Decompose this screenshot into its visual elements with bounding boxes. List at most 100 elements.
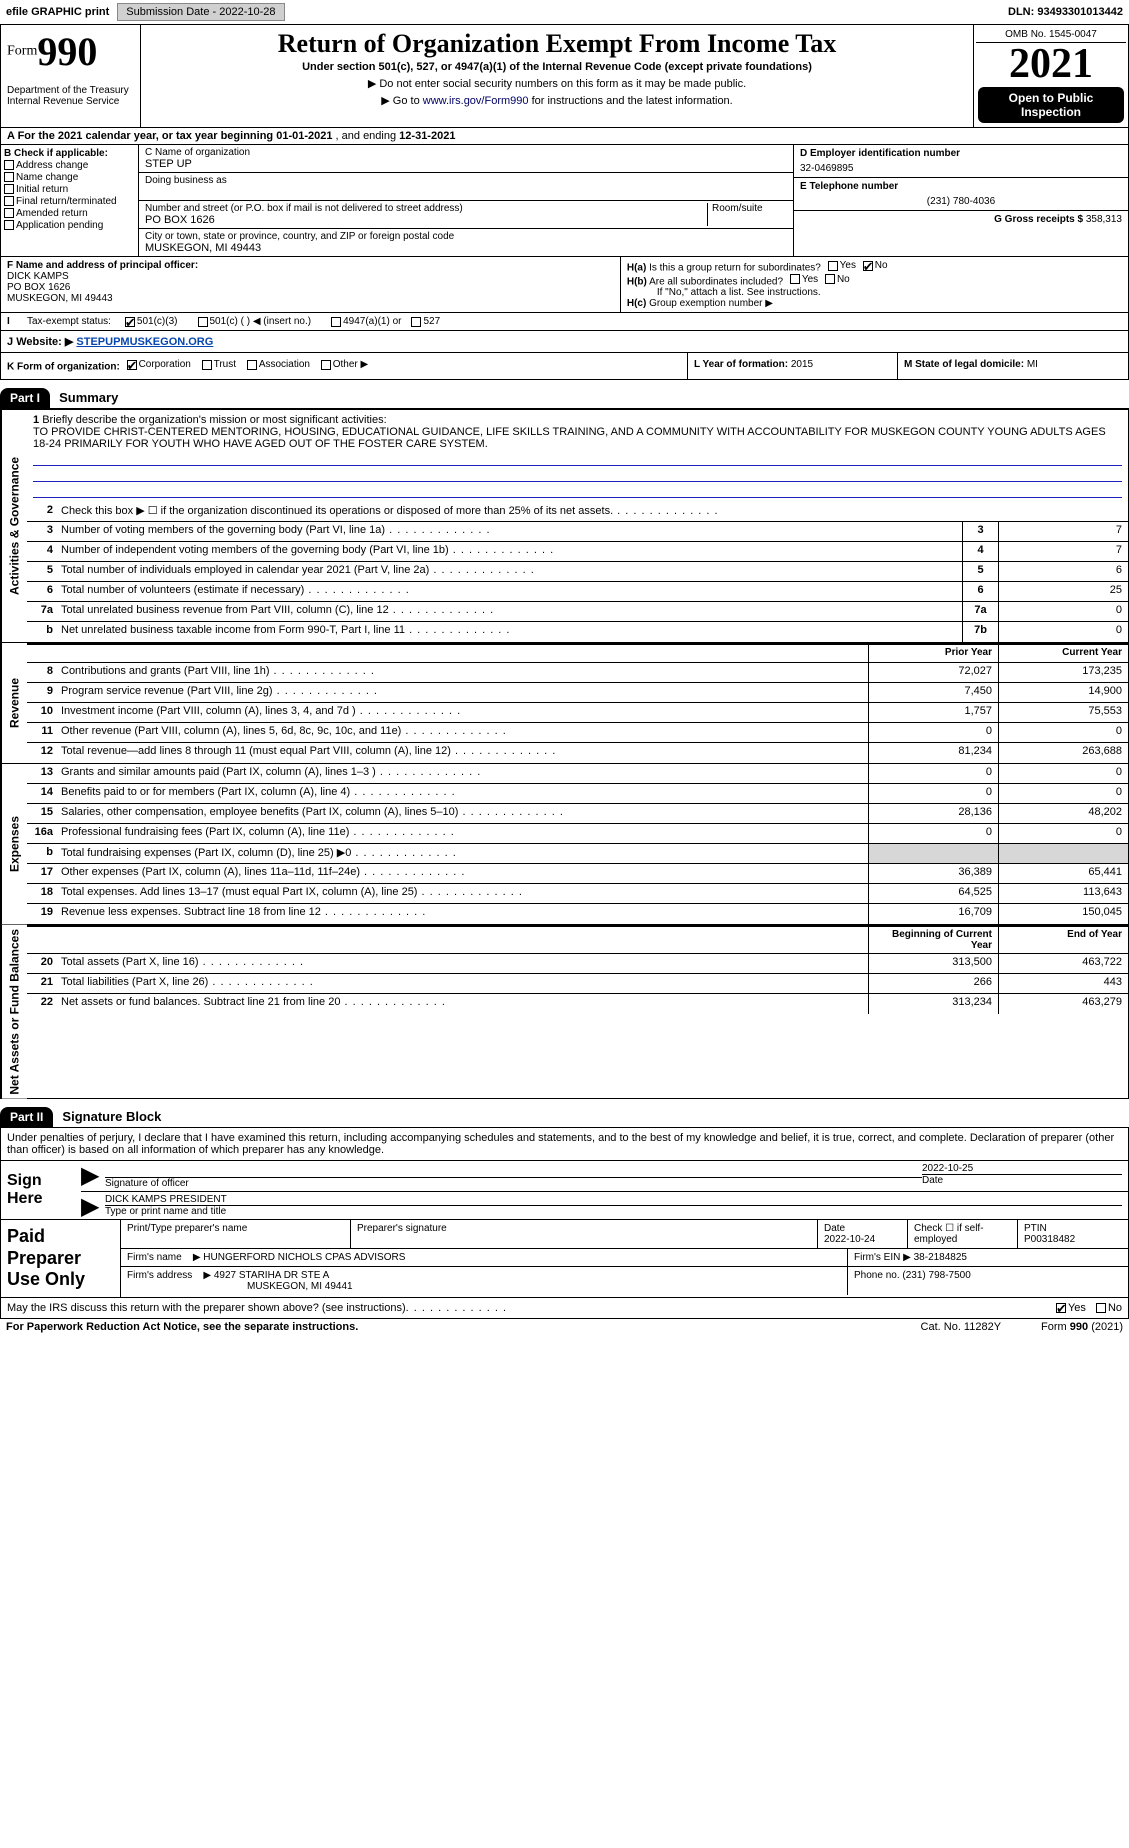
cb-final-return[interactable]: Final return/terminated: [4, 196, 135, 207]
box-i-label: I: [7, 316, 27, 327]
prior-val: 7,450: [868, 683, 998, 702]
side-label-net: Net Assets or Fund Balances: [1, 925, 27, 1099]
line-desc: Total assets (Part X, line 16): [57, 954, 868, 973]
cb-other[interactable]: Other ▶: [321, 359, 368, 370]
hb-no[interactable]: No: [825, 274, 850, 285]
address-cell: Number and street (or P.O. box if mail i…: [139, 201, 793, 229]
phone-label: E Telephone number: [800, 181, 1122, 192]
discuss-no[interactable]: No: [1096, 1302, 1122, 1314]
hb-label: H(b): [627, 276, 647, 287]
cb-amended[interactable]: Amended return: [4, 208, 135, 219]
website-link[interactable]: STEPUPMUSKEGON.ORG: [76, 336, 213, 348]
part1-header-line: Part I Summary: [0, 380, 1129, 409]
signature-officer-cell: ▶ Signature of officer 2022-10-25 Date: [81, 1161, 1128, 1192]
hb-yes[interactable]: Yes: [790, 274, 818, 285]
line-num: 13: [27, 764, 57, 783]
gov-row: 5 Total number of individuals employed i…: [27, 562, 1128, 582]
officer-addr2: MUSKEGON, MI 49443: [7, 293, 614, 304]
line-val: 7: [998, 542, 1128, 561]
discuss-yes[interactable]: Yes: [1056, 1302, 1086, 1314]
l-value: 2015: [791, 359, 813, 370]
col-current-year: Current Year: [998, 645, 1128, 662]
cb-527[interactable]: 527: [411, 316, 440, 327]
line-desc: Investment income (Part VIII, column (A)…: [57, 703, 868, 722]
line1-num: 1: [33, 414, 39, 426]
current-val: 263,688: [998, 743, 1128, 763]
cb-corporation[interactable]: Corporation: [127, 359, 191, 370]
preparer-sig-label: Preparer's signature: [357, 1223, 811, 1234]
line-desc: Number of voting members of the governin…: [57, 522, 962, 541]
period-begin: 01-01-2021: [276, 130, 332, 142]
line-desc: Total number of individuals employed in …: [57, 562, 962, 581]
header-col-title: Return of Organization Exempt From Incom…: [141, 25, 973, 127]
line-num: 9: [27, 683, 57, 702]
gov-row: 3 Number of voting members of the govern…: [27, 522, 1128, 542]
line-num: 15: [27, 804, 57, 823]
ha-no[interactable]: No: [863, 260, 888, 271]
line-num: 3: [27, 522, 57, 541]
line-num: 10: [27, 703, 57, 722]
line-num: 6: [27, 582, 57, 601]
hc-text: Group exemption number ▶: [649, 298, 773, 309]
cat-no: Cat. No. 11282Y: [921, 1321, 1002, 1333]
officer-name: DICK KAMPS: [7, 271, 614, 282]
cb-address-change[interactable]: Address change: [4, 160, 135, 171]
box-de: D Employer identification number 32-0469…: [793, 145, 1128, 256]
line-desc: Net assets or fund balances. Subtract li…: [57, 994, 868, 1014]
line-desc: Total expenses. Add lines 13–17 (must eq…: [57, 884, 868, 903]
cb-4947[interactable]: 4947(a)(1) or: [331, 316, 401, 327]
hc-label: H(c): [627, 298, 646, 309]
exp-row: 18 Total expenses. Add lines 13–17 (must…: [27, 884, 1128, 904]
city-label: City or town, state or province, country…: [145, 231, 787, 242]
cb-name-change[interactable]: Name change: [4, 172, 135, 183]
h-b-row: H(b) Are all subordinates included? Yes …: [627, 274, 1122, 288]
form-title: Return of Organization Exempt From Incom…: [145, 29, 969, 59]
prior-val: 64,525: [868, 884, 998, 903]
line-box: 5: [962, 562, 998, 581]
sig-date-value: 2022-10-25: [922, 1163, 1122, 1174]
l-label: L Year of formation:: [694, 359, 788, 370]
cb-501c3[interactable]: 501(c)(3): [125, 316, 178, 327]
irs-link[interactable]: www.irs.gov/Form990: [423, 95, 529, 107]
cb-trust[interactable]: Trust: [202, 359, 236, 370]
prior-val: 0: [868, 784, 998, 803]
current-val: 65,441: [998, 864, 1128, 883]
cb-501c[interactable]: 501(c) ( ) ◀ (insert no.): [198, 316, 312, 327]
line-val: 0: [998, 622, 1128, 642]
side-label-expenses: Expenses: [1, 764, 27, 924]
box-m: M State of legal domicile: MI: [898, 353, 1128, 379]
current-val: 463,279: [998, 994, 1128, 1014]
hb-text: Are all subordinates included?: [649, 276, 783, 287]
line-num: 20: [27, 954, 57, 973]
cb-initial-return[interactable]: Initial return: [4, 184, 135, 195]
line-num: b: [27, 844, 57, 863]
signature-marker-icon: ▶: [81, 1161, 99, 1190]
line-val: 25: [998, 582, 1128, 601]
paid-right: Print/Type preparer's name Preparer's si…: [121, 1220, 1128, 1297]
dln-label: DLN: 93493301013442: [1008, 6, 1123, 18]
form-header: Form990 Department of the Treasury Inter…: [0, 24, 1129, 128]
ha-yes[interactable]: Yes: [828, 260, 856, 271]
line-num: 11: [27, 723, 57, 742]
phone-cell: E Telephone number (231) 780-4036: [794, 178, 1128, 211]
form-org-row: K Form of organization: Corporation Trus…: [0, 353, 1129, 380]
prior-val: 0: [868, 723, 998, 742]
current-val: 0: [998, 723, 1128, 742]
submission-date-button[interactable]: Submission Date - 2022-10-28: [117, 3, 284, 21]
box-k: K Form of organization: Corporation Trus…: [1, 353, 688, 379]
net-row: 20 Total assets (Part X, line 16) 313,50…: [27, 954, 1128, 974]
line-val: 6: [998, 562, 1128, 581]
line-desc: Other revenue (Part VIII, column (A), li…: [57, 723, 868, 742]
revenue-header-row: Prior Year Current Year: [27, 643, 1128, 663]
addr-label: Number and street (or P.O. box if mail i…: [145, 203, 707, 214]
gov-row: 6 Total number of volunteers (estimate i…: [27, 582, 1128, 602]
preparer-date-value: 2022-10-24: [824, 1234, 901, 1245]
room-label: Room/suite: [712, 203, 787, 214]
prior-val: 72,027: [868, 663, 998, 682]
cb-application-pending[interactable]: Application pending: [4, 220, 135, 231]
org-name-cell: C Name of organization STEP UP: [139, 145, 793, 173]
cb-association[interactable]: Association: [247, 359, 310, 370]
website-row: J Website: ▶ STEPUPMUSKEGON.ORG: [0, 331, 1129, 353]
firm-phone-value: (231) 798-7500: [902, 1270, 970, 1281]
dba-cell: Doing business as: [139, 173, 793, 201]
